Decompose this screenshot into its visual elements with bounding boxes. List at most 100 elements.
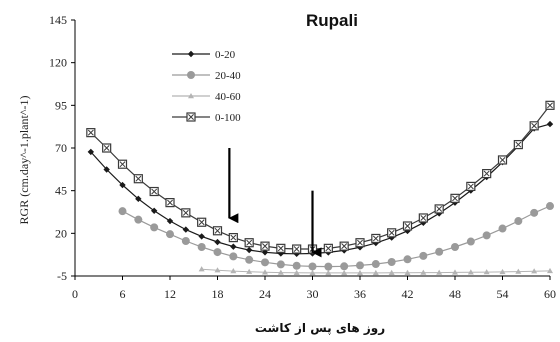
marker-cross [515,141,522,148]
data-point [387,228,397,238]
legend-label: 0-20 [215,49,236,61]
y-tick-label: 95 [55,98,67,112]
legend-marker [188,93,194,99]
data-point [103,166,110,173]
marker-cross [467,183,474,190]
data-point [356,261,364,270]
data-point [181,237,190,246]
data-point [182,226,190,233]
x-tick-label: 18 [212,287,224,301]
legend-item-40-60: 40-60 [172,91,241,103]
data-point [435,247,444,256]
x-tick-label: 60 [544,287,556,301]
data-point [198,266,205,272]
data-point [371,233,381,244]
y-tick-label: 20 [55,226,67,240]
axes: -5 20 45 70 95 120 145 0 6 12 18 24 30 36 42 48 54 60 [49,13,556,301]
x-tick-label: 42 [402,287,414,301]
data-point [483,269,490,275]
data-point [86,128,96,138]
x-tick-label: 54 [497,287,509,301]
data-point [529,121,539,131]
marker-cross [87,129,94,136]
legend-marker [187,71,195,79]
data-point [212,226,223,236]
data-point [261,258,269,267]
data-point [134,215,143,224]
data-point [133,174,143,184]
data-point [355,238,365,248]
data-point [293,269,300,275]
data-point [436,269,443,275]
marker-cross [483,170,490,177]
data-point [546,202,554,211]
marker-cross [325,245,332,252]
marker-cross [452,195,458,202]
data-point [229,252,238,261]
data-point [230,268,237,274]
data-point [135,195,142,203]
legend-label: 40-60 [215,91,241,103]
y-tick-label: 145 [49,13,67,27]
data-point [497,155,508,165]
x-tick-label: 6 [120,287,126,301]
data-point [340,262,349,271]
marker-cross [547,102,553,109]
data-point [357,269,363,276]
data-point [277,269,284,275]
marker-cross [420,215,427,221]
x-axis-label: روز های پس از کاشت [255,321,385,336]
marker-cross [341,243,348,250]
series-40-60 [198,266,553,276]
data-point [102,143,112,153]
legend: 0-20 20-40 40-60 0-100 [172,49,241,124]
x-tick-label: 12 [164,287,176,301]
data-point [402,221,413,231]
data-point [165,198,175,208]
data-point [499,268,506,275]
data-point [228,233,238,243]
data-point [467,269,474,275]
data-point [547,267,553,274]
data-point [244,238,254,248]
data-point [482,169,492,179]
data-point [197,217,207,227]
data-point [388,269,395,275]
data-point [276,243,286,253]
data-point [339,241,349,251]
marker-cross [372,235,379,242]
data-point [324,262,333,271]
data-point [118,207,127,216]
data-point [341,269,348,276]
marker-cross [404,223,411,229]
data-point [371,260,380,269]
data-point [87,148,95,156]
chart-title: Rupali [306,11,358,30]
data-point [545,100,555,110]
x-tick-label: 30 [307,287,319,301]
series-line [90,123,551,255]
marker-cross [531,122,538,129]
marker-cross [135,175,142,182]
data-point [230,243,237,250]
data-point [149,186,159,197]
marker-cross [293,246,300,252]
data-point [181,208,191,218]
y-tick-label: 70 [55,141,67,155]
data-point [514,217,523,226]
legend-label: 0-100 [215,112,241,124]
x-tick-label: 24 [259,287,271,301]
marker-cross [277,245,284,252]
annotation-layer [228,148,322,258]
legend-marker [187,50,195,58]
data-point [166,217,174,225]
data-point [323,243,333,253]
data-point [403,255,412,264]
marker-cross [167,199,173,206]
data-point [117,159,128,169]
data-point [198,233,205,240]
x-tick-label: 36 [354,287,366,301]
data-point [419,251,428,260]
